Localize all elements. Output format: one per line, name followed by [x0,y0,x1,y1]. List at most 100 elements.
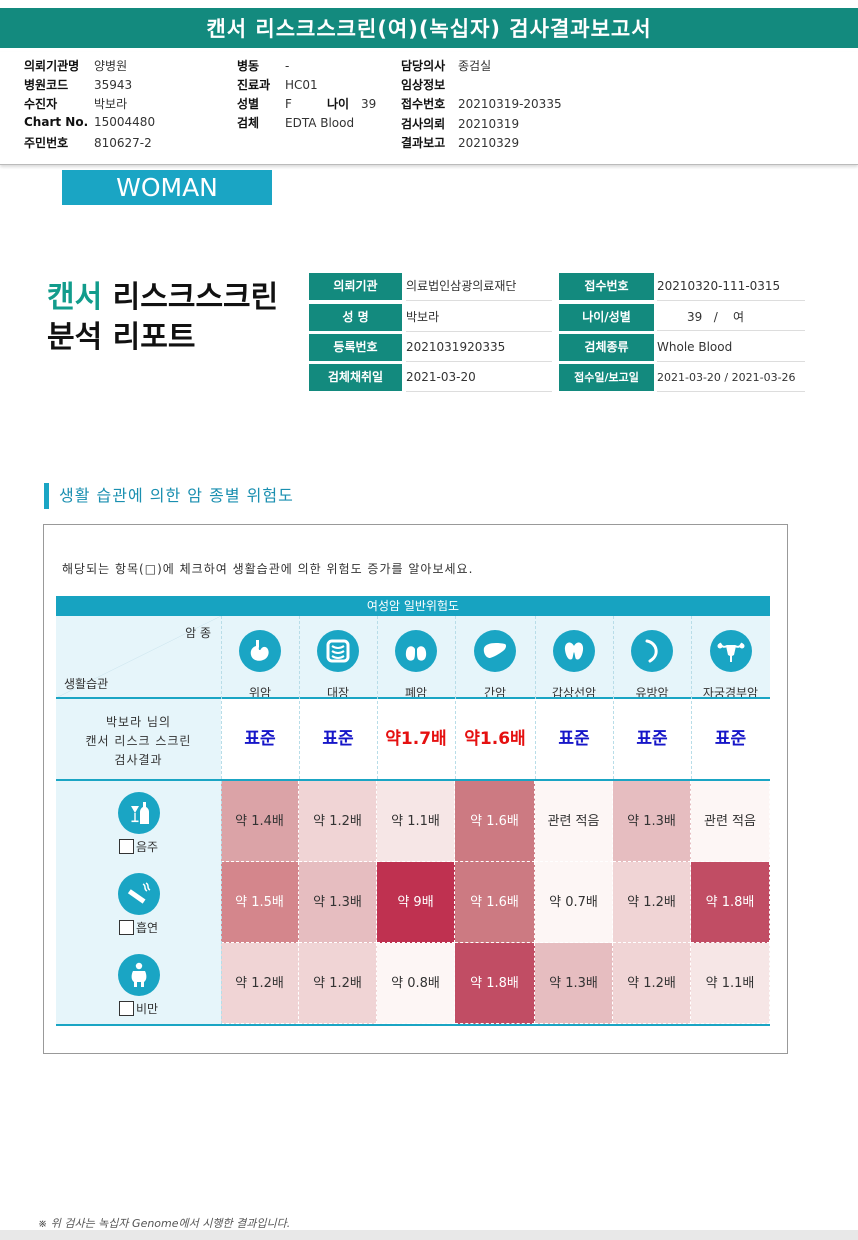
header-field: 진료과 HC01 [237,78,318,92]
cancer-col-liver: 간암 [455,616,535,700]
risk-cell: 약 1.2배 [299,781,377,862]
header-field: 검체 EDTA Blood [237,116,355,130]
info-label: 등록번호 [309,334,402,361]
result-lung: 약1.7배 [377,699,455,779]
column-divider [691,616,692,779]
info-label: 성 명 [309,304,402,331]
thyroid-icon [553,630,595,672]
header-field: 임상정보 [401,78,446,92]
liver-icon [474,630,516,672]
table-title: 여성암 일반위험도 [56,596,770,616]
table-corner: 암 종 생활습관 [56,616,221,698]
bottom-strip [0,1230,858,1240]
risk-cell: 약 1.2배 [613,862,691,943]
row-separator [56,697,770,699]
colon-icon [317,630,359,672]
header-field-age: 나이 39 [327,97,377,111]
info-label: 검체채취일 [309,364,402,391]
result-stomach: 표준 [221,699,299,779]
column-divider [455,616,456,779]
risk-cell: 약 1.1배 [691,943,770,1024]
risk-cell: 관련 적음 [691,781,770,862]
stomach-icon [239,630,281,672]
risk-cell: 약 1.2배 [613,943,691,1024]
info-value: 의료법인삼광의료재단 [406,273,552,301]
woman-badge: WOMAN [62,170,272,205]
info-label: 접수번호 [559,273,654,300]
column-divider [377,616,378,779]
obesity-checkbox[interactable] [118,1001,134,1016]
risk-cell: 약 1.3배 [299,862,377,943]
risk-cell: 약 1.8배 [691,862,770,943]
header-field: 병원코드 35943 [24,78,133,92]
lifestyle-drinking: 음주 [56,781,221,862]
cancer-col-lung: 폐암 [377,616,455,700]
header-field: Chart No. 15004480 [24,115,156,129]
column-divider [535,616,536,779]
result-thyroid: 표준 [535,699,613,779]
lung-icon [395,630,437,672]
info-value: 20210320-111-0315 [657,273,805,301]
risk-cell: 약 1.5배 [221,862,299,943]
risk-cell: 약 1.6배 [455,862,535,943]
risk-cell: 약 1.2배 [221,943,299,1024]
info-value: 2021-03-20 / 2021-03-26 [657,364,805,392]
breast-icon [631,630,673,672]
info-label: 의뢰기관 [309,273,402,300]
table-bottom-line [56,1024,770,1026]
column-divider [299,616,300,779]
risk-panel [43,524,788,1054]
smoking-checkbox[interactable] [118,920,134,935]
header-field: 수진자 박보라 [24,97,128,111]
section-title: 생활 습관에 의한 암 종별 위험도 [44,483,294,509]
result-breast: 표준 [613,699,691,779]
result-liver: 약1.6배 [455,699,535,779]
smoking-icon [117,873,160,915]
info-label: 접수일/보고일 [559,364,654,391]
report-title: 캔서 리스크스크린 분석 리포트 [47,280,279,355]
lifestyle-smoking: 흡연 [56,862,221,943]
report-header: 의뢰기관명 양병원 병원코드 35943 수진자 박보라 Chart No. 15004… [0,52,858,165]
info-value: 39 / 여 [657,304,805,331]
risk-cell: 약 1.4배 [221,781,299,862]
risk-cell: 약 0.8배 [377,943,455,1024]
risk-cell: 약 1.2배 [299,943,377,1024]
drinking-checkbox[interactable] [118,839,134,854]
cancer-col-stomach: 위암 [221,616,299,700]
risk-cell: 약 9배 [377,862,455,943]
result-label: 박보라 님의 캔서 리스크 스크린 검사결과 [56,699,221,779]
header-field: 검사의뢰 20210319 [401,117,520,131]
column-divider [613,616,614,779]
instruction-note: 해당되는 항목(□)에 체크하여 생활습관에 의한 위험도 증가를 알아보세요. [62,562,474,576]
alcohol-icon [117,792,160,834]
risk-cell: 약 1.3배 [535,943,613,1024]
row-separator [56,779,770,781]
info-value: 2021-03-20 [406,364,552,392]
footer-note: ※ 위 검사는 녹십자 Genome에서 시행한 결과입니다. [38,1217,291,1230]
info-value: 2021031920335 [406,334,552,362]
result-cervix: 표준 [691,699,770,779]
info-value: 박보라 [406,304,552,332]
risk-cell: 약 1.6배 [455,781,535,862]
header-field: 병동 - [237,59,290,73]
cancer-col-colon: 대장 [299,616,377,700]
cancer-col-thyroid: 갑상선암 [535,616,613,700]
header-field: 결과보고 20210329 [401,136,520,150]
risk-cell: 관련 적음 [535,781,613,862]
column-divider [221,616,222,1024]
info-label: 검체종류 [559,334,654,361]
header-field: 담당의사 종검실 [401,59,492,73]
header-field: 접수번호 20210319-20335 [401,97,562,111]
uterus-icon [709,630,752,672]
obesity-icon [117,954,160,996]
lifestyle-obesity: 비만 [56,943,221,1024]
risk-cell: 약 0.7배 [535,862,613,943]
risk-cell: 약 1.8배 [455,943,535,1024]
info-label: 나이/성별 [559,304,654,331]
result-colon: 표준 [299,699,377,779]
header-field: 의뢰기관명 양병원 [24,59,128,73]
page-title: 캔서 리스크스크린(여)(녹십자) 검사결과보고서 [0,8,858,48]
risk-cell: 약 1.3배 [613,781,691,862]
header-field: 주민번호 810627-2 [24,136,152,150]
risk-cell: 약 1.1배 [377,781,455,862]
